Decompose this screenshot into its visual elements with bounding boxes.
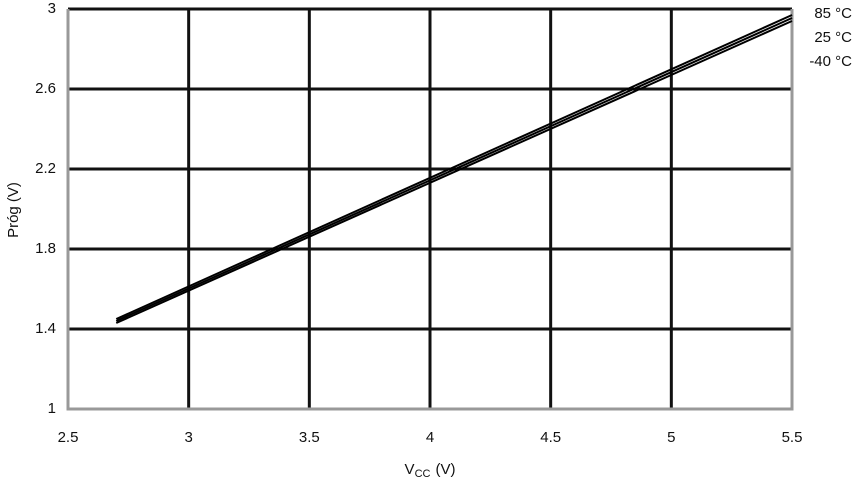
data-line [115, 20, 793, 324]
y-tick-label: 2.2 [35, 160, 56, 177]
x-tick-label: 5 [667, 429, 675, 446]
plot-frame [66, 9, 794, 411]
y-tick-label: 1.8 [35, 240, 56, 257]
legend-label: 85 °C [814, 5, 852, 22]
x-tick-label: 3 [184, 429, 192, 446]
y-axis-label: Próg (V) [5, 182, 22, 238]
data-line [115, 17, 793, 322]
x-tick-label: 3.5 [299, 429, 320, 446]
x-label-main: V [405, 461, 415, 478]
x-label-unit: (V) [435, 461, 455, 478]
y-tick-label: 1 [48, 400, 56, 417]
x-tick-label: 4.5 [540, 429, 561, 446]
y-tick-label: 1.4 [35, 320, 56, 337]
y-tick-label: 2.6 [35, 80, 56, 97]
x-label-sub: CC [415, 468, 431, 480]
legend-label: 25 °C [814, 29, 852, 46]
y-tick-label: 3 [48, 0, 56, 17]
legend-label: -40 °C [809, 53, 852, 70]
data-line [115, 14, 793, 320]
x-tick-label: 5.5 [782, 429, 803, 446]
x-axis-label: VCC (V) [405, 461, 456, 480]
x-tick-label: 4 [426, 429, 434, 446]
x-tick-label: 2.5 [58, 429, 79, 446]
